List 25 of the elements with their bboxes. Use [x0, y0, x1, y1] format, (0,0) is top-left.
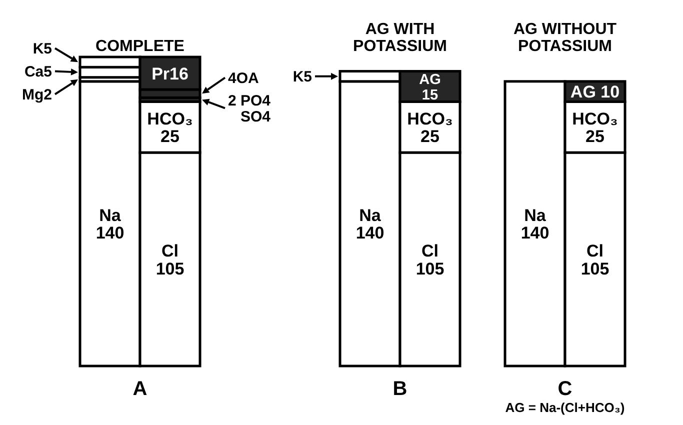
data-label: K5: [32, 40, 52, 58]
data-label: Na 140: [96, 206, 124, 243]
chart-title: COMPLETE: [96, 38, 185, 55]
x-axis-title: A: [132, 378, 148, 400]
data-label: 2 PO4 SO4: [228, 92, 272, 126]
data-label: HCO₃ 25: [572, 109, 618, 146]
data-label: AG 15: [419, 72, 441, 104]
data-label: Pr16: [152, 64, 188, 84]
data-label: Cl 105: [416, 241, 444, 278]
text: AG = Na-(Cl+HCO₃): [505, 400, 625, 415]
data-label: 4OA: [228, 70, 260, 88]
data-label: Cl 105: [156, 241, 184, 278]
data-label: HCO₃ 25: [147, 109, 193, 146]
data-label: Ca5: [24, 64, 52, 81]
data-label: K5: [292, 68, 312, 86]
chart-title: AG WITH POTASSIUM: [353, 20, 447, 55]
data-label: Na 140: [520, 206, 550, 243]
data-label: Cl 105: [580, 241, 610, 278]
data-label: AG 10: [570, 82, 620, 102]
x-axis-title: C: [558, 378, 572, 400]
data-label: Mg2: [22, 86, 52, 104]
chart-title: AG WITHOUT POTASSIUM: [513, 20, 617, 55]
data-label: HCO₃ 25: [407, 109, 453, 146]
data-label: Na 140: [356, 206, 384, 243]
x-axis-title: B: [392, 378, 408, 400]
